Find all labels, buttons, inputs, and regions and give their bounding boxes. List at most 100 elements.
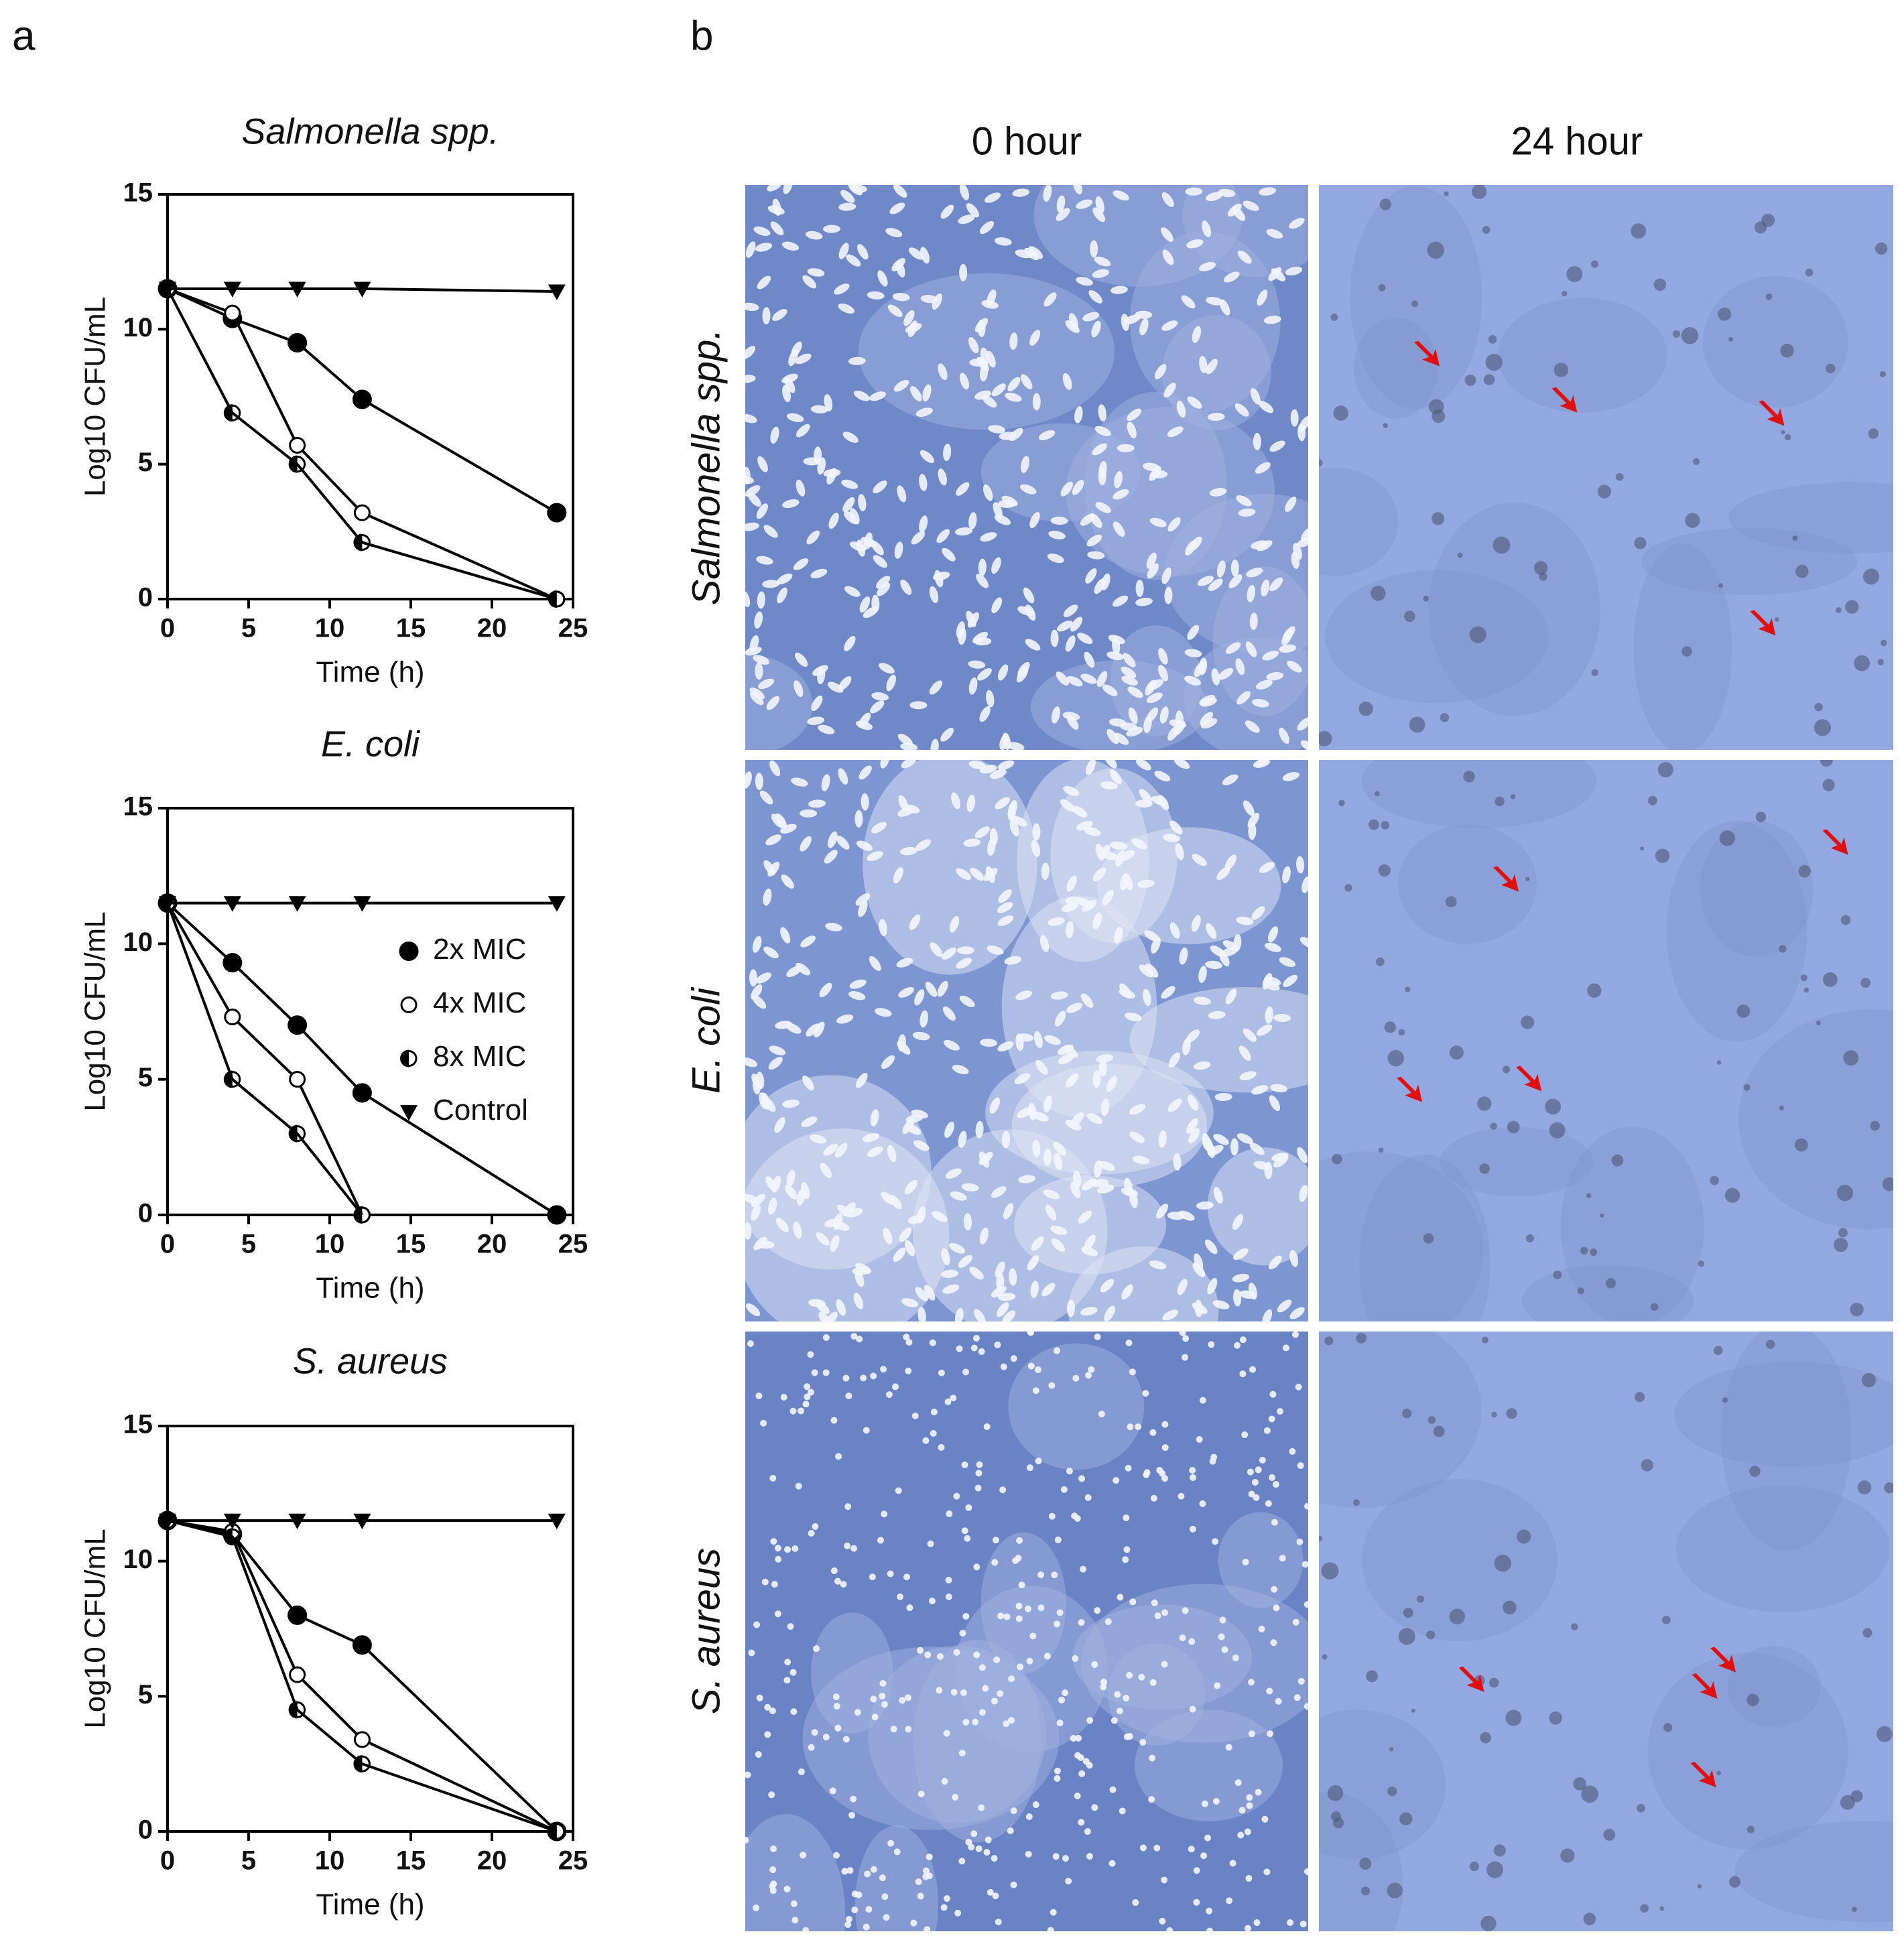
debris — [1517, 1529, 1531, 1544]
marker-circle — [352, 1635, 372, 1655]
cell — [1142, 1390, 1149, 1397]
cell — [1056, 671, 1069, 686]
cell — [930, 942, 943, 958]
cell — [1015, 990, 1033, 1000]
cell — [1108, 1860, 1116, 1867]
stain-patch — [1319, 1709, 1446, 1860]
cell — [987, 945, 1004, 955]
cell — [911, 531, 926, 545]
cell — [970, 1830, 978, 1837]
cell — [1230, 559, 1239, 577]
cell — [745, 1836, 749, 1843]
cell — [942, 1006, 956, 1021]
stain-patch — [1728, 482, 1893, 554]
cell — [958, 1858, 966, 1865]
cell — [899, 1227, 912, 1242]
cell — [1144, 930, 1160, 942]
cell — [1052, 1853, 1060, 1860]
cell — [1239, 1290, 1257, 1299]
cell — [1109, 1786, 1117, 1793]
debris — [1491, 1411, 1497, 1418]
cell — [1253, 432, 1261, 450]
cell — [871, 822, 887, 834]
debris — [1488, 1677, 1499, 1688]
cell — [1085, 568, 1097, 584]
cell — [1076, 199, 1093, 209]
cell — [1043, 292, 1057, 307]
cell — [1161, 1475, 1169, 1482]
cell — [1119, 983, 1132, 998]
marker-circle — [289, 1071, 306, 1088]
cell — [1236, 495, 1252, 507]
cell — [1239, 1045, 1251, 1061]
cell — [769, 1866, 777, 1874]
chart-title: S. aureus — [293, 1341, 448, 1381]
x-tick-label: 15 — [396, 1846, 426, 1876]
cell — [1204, 1239, 1218, 1254]
cell — [836, 835, 850, 850]
cell — [1194, 661, 1206, 677]
cell — [1127, 686, 1143, 698]
cell — [898, 795, 909, 812]
cell — [1222, 774, 1239, 785]
cell — [1132, 1899, 1139, 1906]
cell — [1304, 1502, 1308, 1510]
cell — [826, 468, 837, 484]
cell — [995, 1919, 1002, 1926]
debris — [1729, 1876, 1741, 1888]
cell — [986, 350, 996, 368]
cell — [869, 391, 886, 401]
cell — [1091, 320, 1101, 338]
cell — [1246, 568, 1263, 578]
cell — [1117, 1594, 1124, 1601]
cell — [1225, 988, 1237, 1005]
cell — [755, 243, 773, 252]
cell — [1033, 1031, 1043, 1049]
cell — [1135, 579, 1144, 597]
cell — [1266, 1687, 1273, 1695]
cell — [976, 1461, 983, 1468]
cell — [937, 980, 948, 997]
marker — [224, 304, 241, 322]
cell — [1302, 876, 1308, 893]
cell — [890, 1726, 897, 1733]
cell — [1169, 922, 1180, 939]
cell — [824, 394, 833, 411]
cell — [774, 1545, 781, 1552]
stain-patch — [1702, 275, 1848, 408]
cell — [905, 1338, 913, 1346]
cell — [985, 1836, 992, 1843]
cell — [944, 1121, 955, 1139]
cell — [749, 687, 765, 700]
cell — [856, 840, 873, 851]
cell — [1285, 266, 1303, 276]
cell — [1070, 1734, 1077, 1742]
cell — [1104, 1305, 1115, 1321]
cell — [879, 1693, 886, 1700]
cell — [958, 1254, 973, 1268]
cell — [1018, 1581, 1025, 1589]
cell — [879, 663, 895, 674]
cell — [1094, 256, 1111, 267]
debris — [1402, 1409, 1412, 1419]
cell — [1090, 513, 1102, 528]
cell — [1218, 1633, 1225, 1640]
cell — [978, 1664, 986, 1671]
cell — [1201, 718, 1218, 729]
cell — [1177, 1279, 1188, 1295]
debris — [1718, 583, 1724, 588]
debris — [1327, 1785, 1344, 1801]
cell — [907, 320, 918, 337]
cell — [900, 742, 918, 750]
cell — [1106, 1076, 1117, 1092]
cell — [745, 522, 759, 531]
debris — [1505, 1709, 1522, 1726]
cell — [848, 357, 866, 365]
cell — [895, 260, 905, 278]
cell — [1086, 1717, 1094, 1724]
y-tick-label: 5 — [138, 1063, 153, 1092]
cell — [1230, 1138, 1239, 1156]
cell — [851, 1906, 859, 1914]
debris — [1870, 1120, 1881, 1131]
cell — [785, 1185, 798, 1200]
